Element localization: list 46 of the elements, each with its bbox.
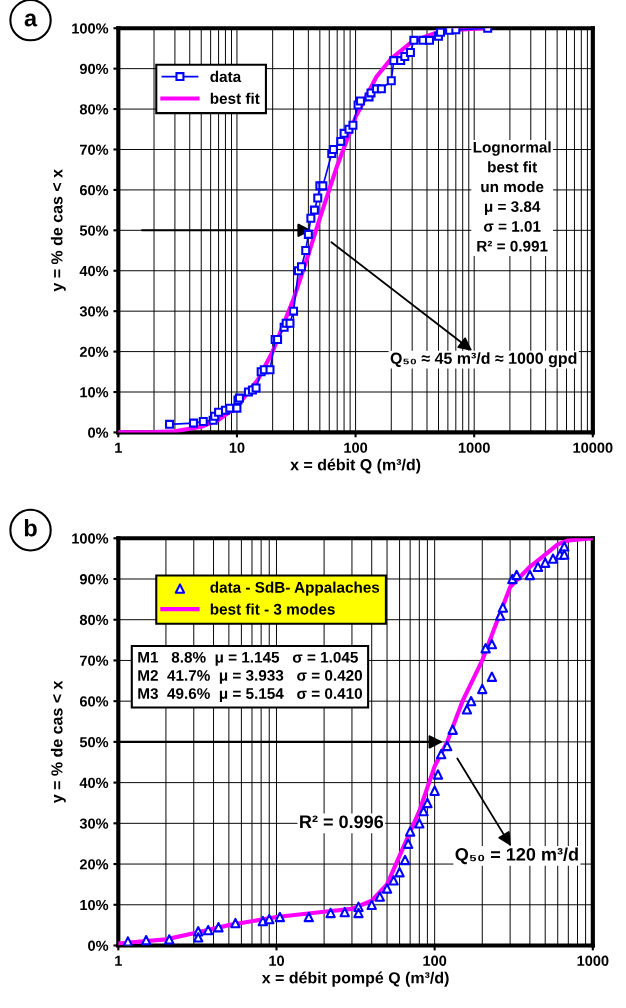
y-tick-label: 60% (79, 696, 109, 707)
y-tick-label: 80% (79, 104, 109, 115)
y-tick-label: 70% (80, 655, 109, 666)
y-tick-label: 40% (79, 777, 109, 789)
x-axis-title: x = débit pompé Q (m³/d) (261, 971, 449, 987)
annotation: M1 8.8% μ = 1.145 σ = 1.045 M2 41.7% μ = 3.933 σ = 0.420 M3 49.6% μ = 5.154 σ = 0.410 (138, 651, 363, 702)
y-tick-label: 20% (79, 346, 109, 358)
legend-label: best fit - 3 modes (210, 603, 335, 615)
x-tick-label: 10 (229, 442, 245, 453)
annotation: Lognormal best fit un mode μ = 3.84 σ = 1.01 R² = 0.991 (473, 141, 551, 252)
y-tick-label: 100% (72, 23, 109, 34)
y-tick-label: 90% (79, 63, 109, 75)
y-axis-title: y = % de cas < x (50, 680, 66, 804)
y-tick-label: 10% (80, 899, 109, 911)
x-tick-label: 1000 (458, 442, 490, 453)
y-tick-label: 50% (79, 736, 109, 748)
y-tick-label: 30% (79, 306, 109, 317)
y-tick-label: 0% (88, 427, 109, 438)
annotation: Q₅₀ ≈ 45 m³/d ≈ 1000 gpd (390, 352, 577, 368)
text: a (24, 13, 38, 27)
x-tick-label: 10000 (573, 442, 613, 453)
annotation: R² = 0.996 (300, 815, 384, 829)
legend-label: data (210, 70, 242, 83)
x-tick-label: 1 (115, 955, 122, 966)
y-tick-label: 0% (88, 940, 109, 951)
y-tick-label: 20% (79, 859, 109, 870)
x-tick-label: 1 (115, 442, 122, 453)
x-tick-label: 100 (423, 955, 447, 966)
x-tick-label: 100 (344, 442, 368, 453)
y-axis-title: y = % de cas < x (50, 169, 66, 292)
y-tick-label: 90% (79, 574, 109, 585)
legend-label: best fit (210, 92, 260, 104)
y-tick-label: 100% (72, 533, 109, 544)
x-tick-label: 1000 (577, 955, 609, 966)
y-tick-label: 30% (79, 818, 109, 829)
y-tick-label: 50% (79, 225, 109, 236)
legend-label: data - SdB- Appalaches (210, 581, 380, 596)
y-tick-label: 10% (80, 387, 109, 398)
y-tick-label: 60% (79, 185, 109, 196)
text: b (24, 519, 37, 537)
x-axis-title: x = débit Q (m³/d) (290, 458, 421, 474)
annotation: Q₅₀ = 120 m³/d (455, 847, 578, 865)
x-tick-label: 10 (269, 955, 284, 966)
y-tick-label: 80% (79, 614, 109, 626)
y-tick-label: 70% (80, 144, 109, 155)
y-tick-label: 40% (79, 265, 109, 277)
